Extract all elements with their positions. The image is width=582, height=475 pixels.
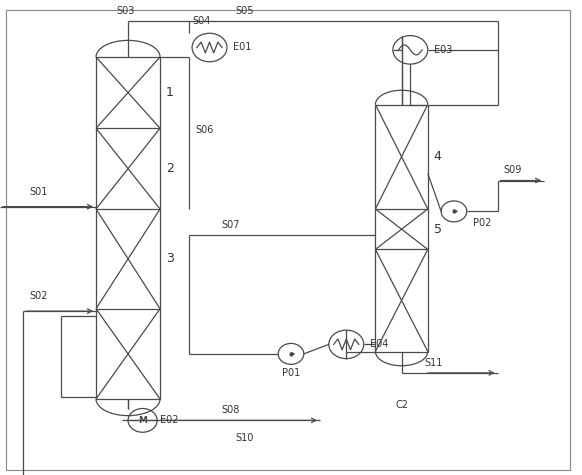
Text: S05: S05 xyxy=(235,6,254,16)
Text: S09: S09 xyxy=(503,165,522,175)
Text: E01: E01 xyxy=(233,42,251,53)
Text: E03: E03 xyxy=(434,45,452,55)
Text: S07: S07 xyxy=(221,220,240,230)
Text: S08: S08 xyxy=(221,405,240,415)
Text: 3: 3 xyxy=(166,252,174,266)
Text: 4: 4 xyxy=(434,150,442,163)
Text: S04: S04 xyxy=(192,16,211,26)
Text: E02: E02 xyxy=(160,415,179,426)
Text: S10: S10 xyxy=(235,433,254,443)
Text: M: M xyxy=(138,416,147,425)
Text: 2: 2 xyxy=(166,162,174,175)
Text: E04: E04 xyxy=(370,339,388,350)
Text: C2: C2 xyxy=(395,400,408,410)
Text: S02: S02 xyxy=(29,291,48,301)
Text: 1: 1 xyxy=(166,86,174,99)
Text: S01: S01 xyxy=(29,187,48,197)
Text: S03: S03 xyxy=(116,6,134,16)
Text: S11: S11 xyxy=(425,358,443,368)
Text: 5: 5 xyxy=(434,223,442,236)
Text: P02: P02 xyxy=(473,218,491,228)
Text: S06: S06 xyxy=(195,125,214,135)
Text: P01: P01 xyxy=(282,368,300,378)
